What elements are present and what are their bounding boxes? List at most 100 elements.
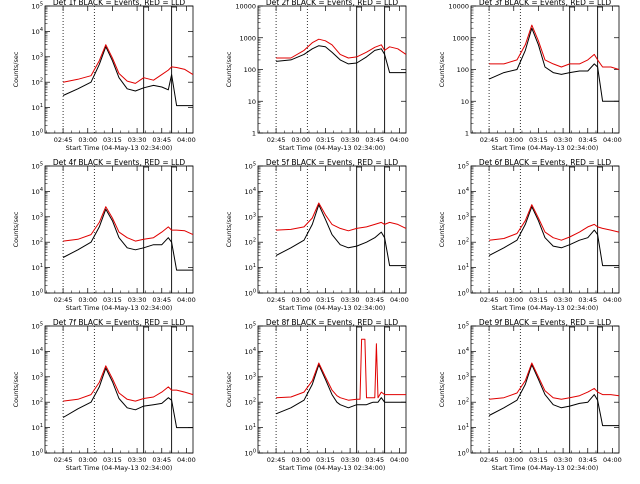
x-tick-label: 04:00 [603,296,622,304]
marker-bracket [143,6,150,11]
series-line-lld [276,38,407,59]
y-tick-label: 1 [252,130,256,138]
y-tick-label: 104 [458,187,469,196]
chart-title: Det 3f BLACK = Events, RED = LLD [479,0,612,7]
chart-title: Det 1f BLACK = Events, RED = LLD [53,0,186,7]
y-tick-label: 105 [245,322,256,331]
plot-frame [44,165,194,294]
chart-panel-7: Det 7f BLACK = Events, RED = LLD 100 101 10… [12,318,196,472]
x-tick-label: 03:15 [316,456,335,464]
x-tick-label: 03:30 [554,456,573,464]
marker-bracket [569,326,576,331]
chart-title: Det 7f BLACK = Events, RED = LLD [53,318,186,327]
marker-bracket [384,6,390,11]
x-tick-label: 03:30 [128,136,147,144]
y-tick-label: 104 [32,187,43,196]
y-axis-label: Counts/sec [438,51,446,87]
x-tick-label: 03:15 [529,136,548,144]
plot-frame [257,5,407,134]
x-tick-label: 04:00 [390,296,409,304]
plot-frame [257,165,407,294]
x-tick-label: 03:00 [291,136,310,144]
marker-bracket [384,326,390,331]
x-tick-label: 03:30 [554,136,573,144]
x-tick-label: 03:45 [365,456,384,464]
x-tick-label: 02:45 [54,456,73,464]
y-axis-label: Counts/sec [438,211,446,247]
y-axis-label: Counts/sec [225,51,233,87]
y-tick-label: 103 [245,212,256,221]
x-tick-label: 03:45 [365,296,384,304]
x-axis-label: Start Time (04-May-13 02:34:00) [66,304,173,312]
y-tick-label: 105 [32,322,43,331]
y-tick-label: 105 [458,322,469,331]
y-tick-label: 103 [32,52,43,61]
x-tick-label: 03:45 [578,136,597,144]
x-tick-label: 03:45 [152,456,171,464]
y-tick-label: 103 [32,212,43,221]
x-axis-label: Start Time (04-May-13 02:34:00) [279,464,386,472]
x-axis-label: Start Time (04-May-13 02:34:00) [279,304,386,312]
plot-frame [470,165,620,294]
y-tick-label: 104 [245,347,256,356]
series-line-lld [276,338,406,401]
x-tick-label: 03:30 [341,296,360,304]
series-line-lld [63,206,194,242]
plot-frame [257,325,407,454]
plot-frame [44,5,194,134]
series-line-events [62,367,193,429]
y-tick-label: 100 [245,449,256,458]
y-tick-label: 103 [245,372,256,381]
y-tick-label: 103 [458,372,469,381]
x-tick-label: 04:00 [603,136,622,144]
x-axis-label: Start Time (04-May-13 02:34:00) [66,144,173,152]
x-tick-label: 03:30 [341,136,360,144]
y-tick-label: 101 [32,263,43,272]
x-tick-label: 02:45 [267,456,286,464]
plot-frame [470,325,620,454]
chart-title: Det 8f BLACK = Events, RED = LLD [266,318,399,327]
series-line-events [275,364,406,415]
marker-bracket [569,6,576,11]
marker-bracket [171,326,177,331]
y-tick-label: 102 [32,78,43,87]
y-tick-label: 105 [245,162,256,171]
y-axis-label: Counts/sec [225,211,233,247]
y-tick-label: 105 [32,162,43,171]
x-tick-label: 04:00 [603,456,622,464]
marker-bracket [597,166,603,171]
x-tick-label: 03:15 [529,296,548,304]
y-tick-label: 103 [458,212,469,221]
series-line-events [276,45,406,74]
y-tick-label: 105 [32,2,43,11]
x-tick-label: 03:30 [128,456,147,464]
chart-panel-9: Det 9f BLACK = Events, RED = LLD 100 101 10… [438,318,622,472]
y-tick-label: 101 [458,263,469,272]
y-tick-label: 104 [32,347,43,356]
y-tick-label: 102 [32,398,43,407]
marker-bracket [171,6,177,11]
x-tick-label: 04:00 [390,456,409,464]
y-tick-label: 102 [32,238,43,247]
x-axis-label: Start Time (04-May-13 02:34:00) [66,464,173,472]
x-tick-label: 03:00 [78,136,97,144]
x-tick-label: 03:00 [504,456,523,464]
y-tick-label: 100 [244,66,256,74]
y-tick-label: 104 [458,347,469,356]
x-tick-label: 03:30 [128,296,147,304]
chart-panel-6: Det 6f BLACK = Events, RED = LLD 100 101 10… [438,158,622,312]
marker-bracket [143,326,150,331]
y-tick-label: 101 [32,423,43,432]
series-line-events [488,364,619,427]
y-tick-label: 100 [245,289,256,298]
chart-panel-5: Det 5f BLACK = Events, RED = LLD 100 101 10… [225,158,409,312]
x-tick-label: 03:00 [78,296,97,304]
y-tick-label: 101 [32,103,43,112]
y-tick-label: 10000 [235,3,256,11]
x-tick-label: 03:45 [578,456,597,464]
x-axis-label: Start Time (04-May-13 02:34:00) [279,144,386,152]
y-tick-label: 10 [461,98,469,106]
series-line-lld [63,44,194,84]
x-tick-label: 03:45 [365,136,384,144]
